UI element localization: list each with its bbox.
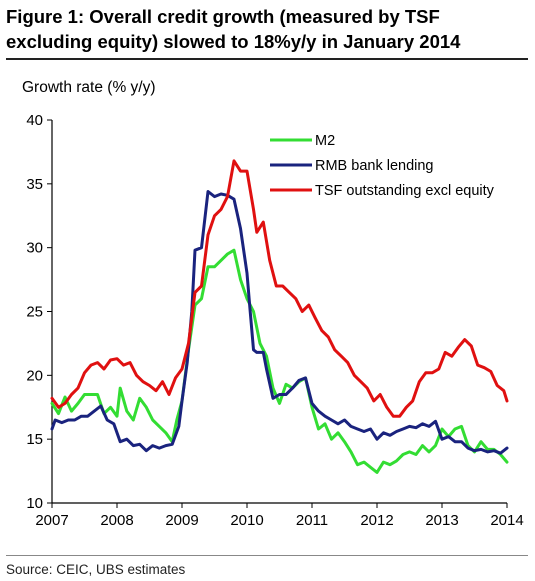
y-tick-label: 35 [26,176,43,193]
title-rule [6,58,528,60]
x-tick-label: 2013 [425,512,458,529]
legend-label-2: RMB bank lending [315,158,434,174]
y-tick-label: 15 [26,431,43,448]
x-tick-label: 2010 [230,512,263,529]
x-tick-label: 2014 [490,512,523,529]
series-line-3 [50,159,509,418]
series-line-2 [50,190,509,455]
x-tick-label: 2012 [360,512,393,529]
legend-label-1: M2 [315,133,335,149]
chart-title: Figure 1: Overall credit growth (measure… [6,6,461,52]
line-chart: Growth rate (% y/y) 10 15 20 25 30 35 40 2007 20… [22,79,524,529]
legend: M2 RMB bank lending TSF outstanding excl e… [270,133,495,199]
y-tick-label: 20 [26,367,43,384]
x-tick-label: 2007 [35,512,68,529]
x-tick-label: 2009 [165,512,198,529]
axes: 10 15 20 25 30 35 40 2007 2008 2009 2010 2011 2012 20… [26,112,523,529]
legend-label-3: TSF outstanding excl equity [315,183,495,199]
y-tick-label: 25 [26,304,43,321]
y-tick-label: 30 [26,240,43,257]
y-tick-label: 10 [26,495,43,512]
source-note: Source: CEIC, UBS estimates [6,562,186,577]
y-axis-label: Growth rate (% y/y) [22,79,156,96]
source-rule [6,555,528,556]
x-tick-label: 2008 [100,512,133,529]
x-tick-label: 2011 [296,512,328,529]
series-lines [50,159,509,474]
y-tick-label: 40 [26,112,43,129]
